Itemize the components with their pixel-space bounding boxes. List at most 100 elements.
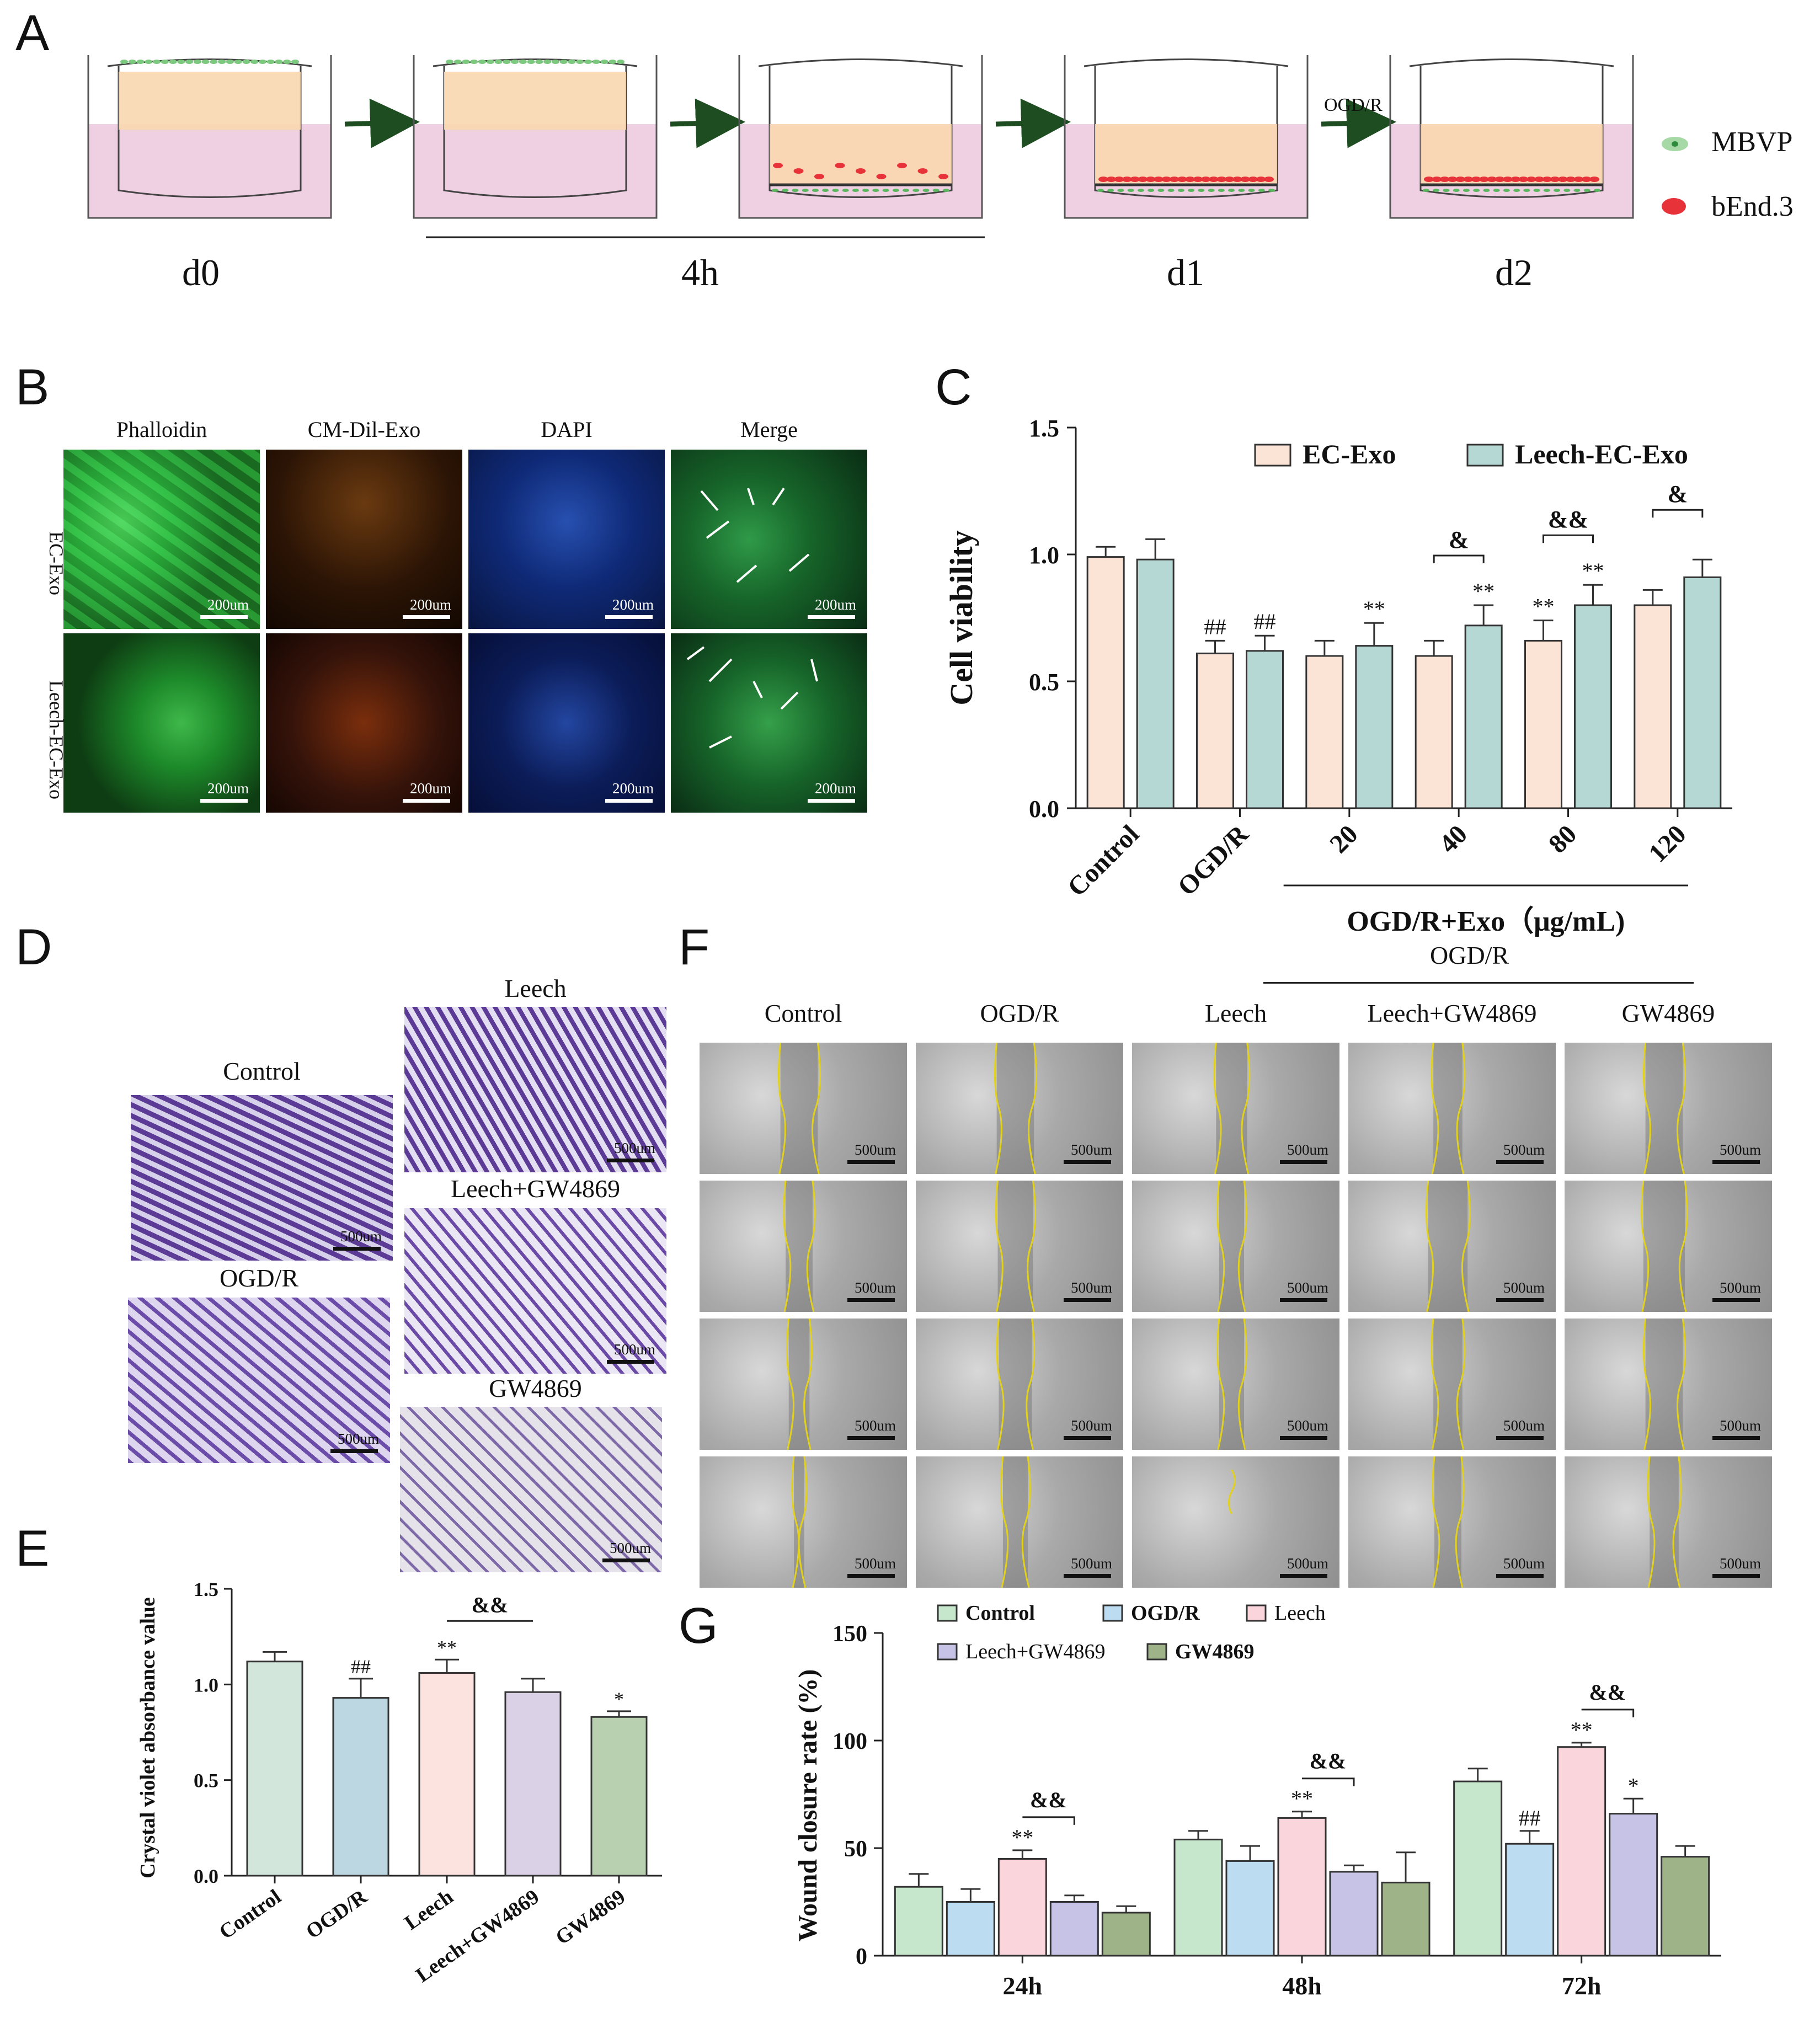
ogdr-group-line bbox=[1263, 982, 1694, 984]
bend3-cell bbox=[1439, 177, 1450, 182]
bend3-cell bbox=[1502, 177, 1513, 182]
significance-label: ## bbox=[1254, 609, 1276, 634]
mbvp-cell bbox=[903, 189, 910, 192]
mbvp-cell bbox=[185, 60, 194, 64]
col-header-phalloidin: Phalloidin bbox=[116, 417, 207, 442]
mbvp-cell bbox=[234, 60, 242, 64]
scale-bar-label: 500um bbox=[1287, 1141, 1328, 1158]
legend-swatch bbox=[1466, 444, 1504, 467]
scale-bar bbox=[1064, 1574, 1111, 1578]
mbvp-cell bbox=[1208, 189, 1215, 192]
mbvp-cell bbox=[1554, 189, 1561, 192]
ogdr-arrow-label: OGD/R bbox=[1324, 95, 1383, 115]
mbvp-cell bbox=[892, 189, 899, 192]
bend3-cell bbox=[1264, 177, 1274, 182]
bar-leech-ec-exo-40 bbox=[1464, 624, 1503, 809]
y-tick-label: 0.5 bbox=[194, 1770, 218, 1792]
scale-bar-label: 500um bbox=[1503, 1417, 1545, 1434]
bend3-dot-icon bbox=[1662, 198, 1686, 215]
scale-bar bbox=[1712, 1436, 1760, 1440]
panel-label-d: D bbox=[15, 919, 52, 975]
legend-label: OGD/R bbox=[1131, 1602, 1200, 1625]
day-label-d2: d2 bbox=[1495, 252, 1533, 293]
wound-image: 500um bbox=[1132, 1319, 1339, 1450]
scale-bar bbox=[1280, 1160, 1327, 1164]
mbvp-cell bbox=[922, 189, 930, 192]
wound-gap bbox=[786, 1181, 813, 1312]
mbvp-cell bbox=[617, 60, 625, 64]
bar-gw4869-48h bbox=[1381, 1881, 1431, 1957]
x-tick-label: OGD/R bbox=[1172, 819, 1255, 901]
mbvp-cell bbox=[1443, 189, 1450, 192]
mbvp-cell bbox=[1107, 189, 1114, 192]
scale-bar-label: 500um bbox=[1719, 1279, 1761, 1296]
mbvp-cell bbox=[832, 189, 839, 192]
mbvp-cell bbox=[1453, 189, 1460, 192]
mbvp-cell bbox=[242, 60, 250, 64]
bend3-cell bbox=[1534, 177, 1544, 182]
wound-edge-right bbox=[1021, 1456, 1031, 1588]
image-ec-exo-phalloidin: 200um bbox=[63, 450, 260, 629]
significance-label: && bbox=[1030, 1787, 1067, 1812]
y-tick-label: 1.0 bbox=[1029, 542, 1059, 569]
significance-label: ** bbox=[1291, 1786, 1313, 1811]
x-tick-label: Control bbox=[215, 1885, 285, 1944]
wound-edge-left bbox=[1000, 1456, 1009, 1588]
significance-label: ## bbox=[1519, 1806, 1541, 1830]
well-outline bbox=[1064, 55, 1309, 219]
mbvp-cell bbox=[462, 60, 470, 64]
wound-edge bbox=[996, 1319, 1036, 1450]
wound-edge-right bbox=[1672, 1456, 1682, 1588]
bar-gw4869-24h bbox=[1101, 1912, 1151, 1957]
merge-arrows-overlay bbox=[686, 487, 818, 749]
scale-bar bbox=[1280, 1574, 1327, 1578]
col-header-gw4869: GW4869 bbox=[1621, 999, 1715, 1027]
mbvp-cell bbox=[1433, 189, 1440, 192]
significance-label: && bbox=[1548, 506, 1588, 533]
mbvp-cell bbox=[193, 60, 201, 64]
wound-gap bbox=[1645, 1319, 1683, 1450]
legend-swatch bbox=[1102, 1604, 1123, 1622]
bar-leech-gw4869-48h bbox=[1329, 1871, 1379, 1957]
mbvp-cell bbox=[226, 60, 234, 64]
bend3-cell bbox=[1479, 177, 1489, 182]
x-tick-label: Control bbox=[1062, 819, 1145, 902]
mbvp-cell bbox=[1228, 189, 1235, 192]
mbvp-cell bbox=[1563, 189, 1571, 192]
significance-label: ** bbox=[1533, 594, 1555, 619]
x-axis-title: OGD/R+Exo（μg/mL) bbox=[1347, 905, 1625, 937]
bar-leech-48h bbox=[1277, 1817, 1327, 1957]
legend-swatch bbox=[1246, 1604, 1267, 1622]
mbvp-cell bbox=[145, 60, 153, 64]
bar-control-24h bbox=[894, 1886, 943, 1957]
mbvp-cell bbox=[503, 60, 511, 64]
scale-bar bbox=[1280, 1436, 1327, 1440]
col-header-leech: Leech bbox=[1204, 999, 1267, 1027]
mbvp-cell bbox=[584, 60, 592, 64]
label-d-ogdr: OGD/R bbox=[219, 1264, 299, 1292]
y-tick-label: 50 bbox=[844, 1837, 867, 1862]
scale-bar-label: 500um bbox=[1503, 1279, 1545, 1296]
significance-label: & bbox=[1449, 526, 1469, 553]
bend3-cell bbox=[1550, 177, 1560, 182]
wound-image: 500um bbox=[1132, 1043, 1339, 1174]
scale-bar bbox=[847, 1298, 895, 1302]
wound-image: 500um bbox=[1565, 1456, 1772, 1588]
bar-leech-gw4869-24h bbox=[1049, 1901, 1099, 1957]
insert-fill bbox=[119, 72, 301, 130]
panel-label-a: A bbox=[15, 5, 50, 61]
well-medium bbox=[88, 124, 331, 218]
bar-control bbox=[246, 1661, 303, 1877]
bend3-cell bbox=[835, 163, 845, 168]
bar-ec-exo-ogd/r bbox=[1196, 652, 1234, 809]
bar-leech+gw4869 bbox=[504, 1691, 562, 1877]
bend3-cell bbox=[1216, 177, 1227, 182]
scale-bar-label: 500um bbox=[1503, 1141, 1545, 1158]
wound-edge-left bbox=[1641, 1181, 1650, 1312]
wound-gap bbox=[1650, 1456, 1679, 1588]
mbvp-cell bbox=[446, 60, 453, 64]
bar-control-72h bbox=[1453, 1780, 1503, 1957]
insert-fill bbox=[770, 124, 952, 185]
chart-wound-closure: 0 50 100 150 Wound closure rate (%) 24h 48h 72h… bbox=[793, 1602, 1721, 2000]
label-d-control: Control bbox=[223, 1057, 301, 1085]
